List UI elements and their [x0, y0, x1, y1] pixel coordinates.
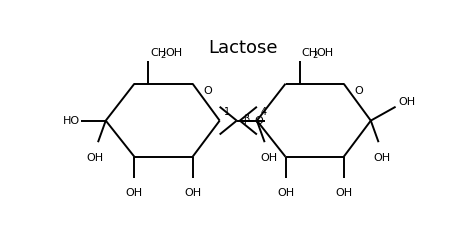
Text: 2: 2 — [312, 51, 317, 60]
Text: OH: OH — [260, 153, 277, 163]
Text: OH: OH — [86, 153, 103, 163]
Text: OH: OH — [335, 187, 352, 198]
Text: O: O — [255, 116, 264, 126]
Text: 1: 1 — [224, 107, 230, 117]
Text: 4: 4 — [261, 107, 267, 117]
Text: O: O — [204, 86, 212, 96]
Text: Lactose: Lactose — [208, 39, 278, 57]
Text: OH: OH — [126, 187, 143, 198]
Text: OH: OH — [317, 48, 334, 58]
Text: OH: OH — [373, 153, 390, 163]
Text: OH: OH — [165, 48, 182, 58]
Text: CH: CH — [150, 48, 166, 58]
Text: CH: CH — [301, 48, 317, 58]
Text: OH: OH — [184, 187, 201, 198]
Text: OH: OH — [399, 97, 416, 107]
Text: 2: 2 — [161, 51, 166, 60]
Text: HO: HO — [63, 116, 80, 126]
Text: OH: OH — [277, 187, 294, 198]
Text: O: O — [355, 86, 364, 96]
Text: β: β — [243, 114, 249, 124]
